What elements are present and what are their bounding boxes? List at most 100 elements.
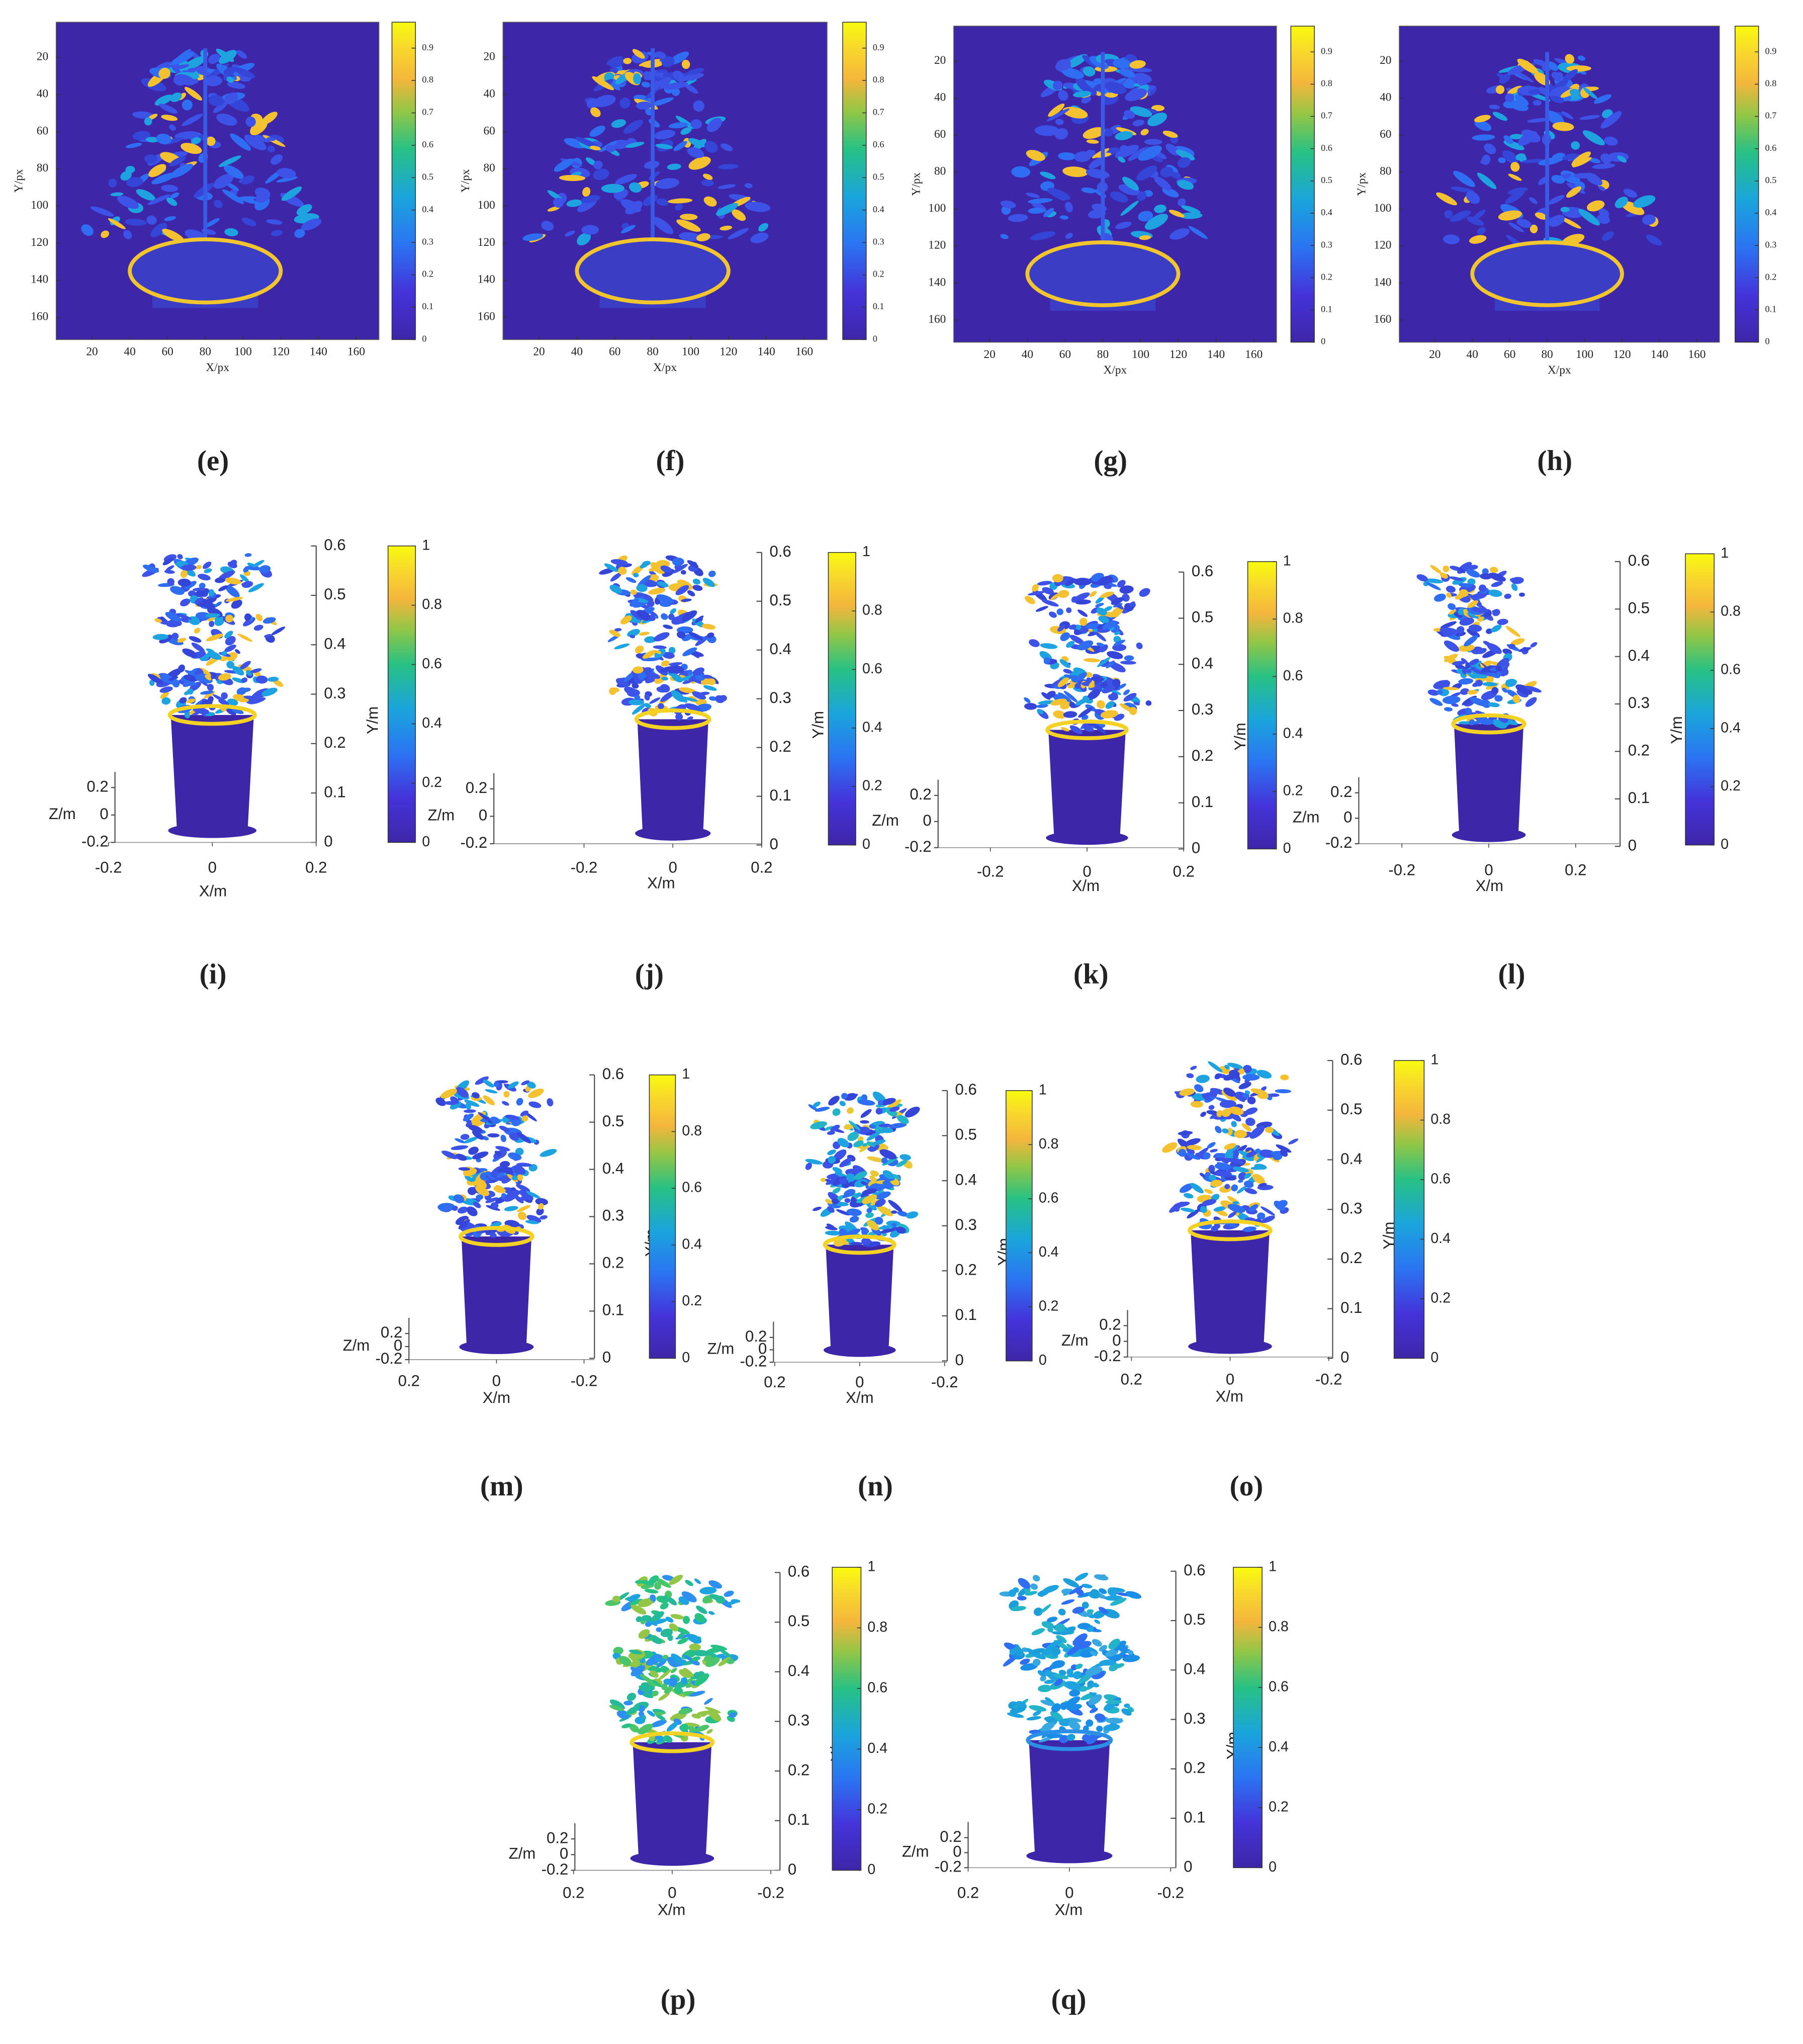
y-axis-label: Y/px (910, 172, 923, 196)
colorbar-tick-label: 0.2 (873, 269, 884, 279)
plant-render (612, 1595, 621, 1603)
plant-render (1097, 576, 1113, 586)
plant-render (1489, 105, 1500, 110)
plant-render (870, 1170, 879, 1177)
plant-render (1507, 187, 1528, 195)
plant-render (658, 1693, 670, 1701)
plant-render (224, 92, 238, 105)
plant-render (1129, 60, 1146, 69)
plant-render (183, 674, 199, 682)
x-tick-label: -0.2 (1388, 861, 1415, 879)
panel-caption: (o) (1230, 1470, 1264, 1502)
colorbar-tick-label: 0 (862, 836, 870, 852)
y-tick-label: 0.3 (1340, 1199, 1362, 1217)
plant-render (672, 665, 684, 674)
plant-render (1162, 130, 1178, 138)
plant-render (1061, 68, 1085, 79)
plant-render (1118, 683, 1126, 689)
plant-render (1043, 208, 1054, 217)
plant-render (614, 628, 622, 632)
plant-render (609, 1699, 625, 1710)
plant-render (837, 1138, 849, 1147)
plant-render (539, 1215, 548, 1220)
plant-render (120, 171, 132, 181)
plant-render (882, 1170, 894, 1179)
plant-render (1491, 581, 1503, 587)
z-tick-label: -0.2 (1094, 1347, 1121, 1365)
plant-render (661, 613, 668, 620)
plant-render (1063, 1578, 1079, 1588)
plant-render (639, 1685, 651, 1693)
plant-render (161, 697, 171, 705)
plant-render (632, 703, 646, 715)
plant-render (1467, 600, 1478, 608)
y-tick-label: 0.1 (770, 786, 791, 804)
y-tick-label: 0.3 (1192, 700, 1213, 718)
plant-render (1466, 216, 1484, 226)
plant-render (1117, 580, 1126, 588)
plant-render (200, 690, 214, 695)
plant-render (459, 1340, 534, 1354)
plant-render (225, 614, 233, 623)
plant-render (660, 565, 672, 573)
plant-render (509, 1132, 519, 1141)
plant-render (1072, 1633, 1088, 1646)
colorbar-tick-label: 0.1 (422, 301, 433, 311)
plant-render (1593, 94, 1612, 104)
y-tick-label: 0 (955, 1351, 964, 1369)
plant-render (700, 1712, 707, 1717)
plant-render (494, 1150, 502, 1156)
plant-render (651, 1691, 659, 1697)
plant-render (1538, 157, 1562, 165)
plant-render (656, 594, 674, 603)
plant-render (855, 1192, 862, 1198)
plant-render (708, 570, 716, 577)
plant-render (1274, 1200, 1285, 1211)
x-tick-label: 0.2 (751, 859, 772, 876)
plant-render (1480, 157, 1489, 164)
plant-render (679, 687, 696, 693)
plant-render (521, 1115, 528, 1122)
plant-render (633, 573, 639, 578)
plant-render (620, 199, 641, 213)
plant-render (1209, 1089, 1217, 1098)
x-axis-label: X/m (658, 1901, 685, 1918)
z-tick-label: 0 (1112, 1331, 1121, 1349)
plant-render (1548, 195, 1565, 205)
plant-render (1248, 1204, 1258, 1212)
plant-render (1200, 1111, 1207, 1117)
plant-render (500, 1134, 506, 1142)
plant-render (177, 638, 186, 643)
plant-render (1124, 1703, 1130, 1708)
y-tick-label: 0.4 (955, 1171, 977, 1188)
y-tick-label: 0.6 (324, 536, 345, 554)
plant-render (696, 1725, 709, 1732)
plant-render (1467, 689, 1478, 695)
y-tick-label: 0.4 (770, 640, 791, 658)
plant-render (614, 643, 630, 650)
z-tick-label: 0 (758, 1340, 767, 1358)
plant-render (1501, 668, 1509, 676)
plant-render (710, 1644, 728, 1651)
x-tick-label: -0.2 (1157, 1884, 1184, 1902)
plant-render (1013, 1647, 1024, 1657)
y-tick-label: 0.4 (324, 635, 345, 653)
plant-render (869, 1124, 876, 1129)
plant-render (874, 1216, 883, 1225)
plant-render (861, 1094, 868, 1101)
plant-render (875, 1107, 883, 1115)
plant-render (675, 204, 683, 211)
plant-render (1470, 697, 1487, 706)
colorbar-tick-label: 0.2 (422, 269, 433, 279)
z-axis-label: Z/m (872, 812, 899, 829)
plant-render (1106, 660, 1115, 669)
plant-render (172, 679, 180, 688)
colorbar-tick-label: 0.3 (1765, 239, 1777, 249)
plant-render (1111, 597, 1124, 605)
plant-render (1444, 210, 1453, 219)
y-tick-label: 0 (324, 833, 332, 850)
plant-render (681, 598, 692, 602)
plant-render (536, 1208, 544, 1215)
plant-render (727, 1600, 738, 1605)
plant-render (1228, 1158, 1244, 1165)
